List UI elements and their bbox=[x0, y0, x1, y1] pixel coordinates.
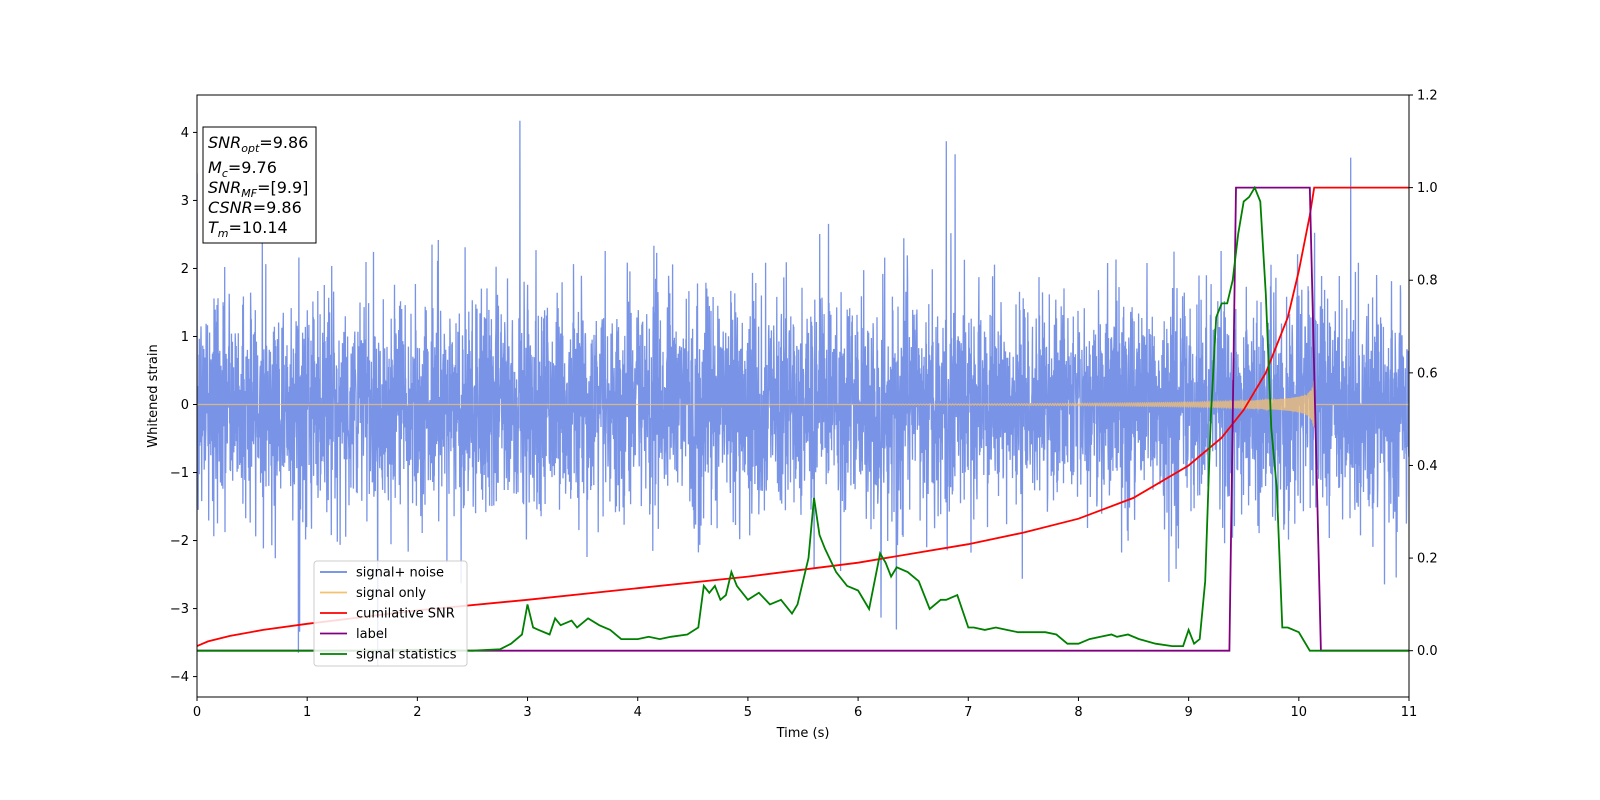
y-right-tick-label: 1.2 bbox=[1417, 89, 1438, 104]
legend-frame bbox=[313, 560, 468, 667]
y-left-tick-label: −3 bbox=[170, 602, 189, 617]
series-signal-noise bbox=[197, 120, 1409, 667]
y-axis-right: 0.0 0.2 0.4 0.6 0.8 1.0 1.2 bbox=[1409, 89, 1438, 659]
y-left-tick-label: 2 bbox=[181, 262, 189, 277]
plot-frame bbox=[196, 94, 1410, 698]
y-axis-label: Whitened strain bbox=[146, 344, 161, 447]
info-box: SNRopt=9.86 Mc=9.76SNRMF=[9.9]CSNR=9.86Tm… bbox=[202, 126, 317, 244]
info-box-frame bbox=[202, 126, 317, 244]
y-right-tick-label: 0.6 bbox=[1417, 366, 1438, 381]
info-line: CSNR=9.86 bbox=[208, 198, 302, 217]
plot-series bbox=[197, 120, 1409, 667]
x-tick-label: 10 bbox=[1291, 705, 1308, 720]
series-cumilative-snr bbox=[197, 186, 1409, 647]
legend-label: signal+ noise bbox=[356, 566, 444, 581]
y-right-tick-label: 1.0 bbox=[1417, 181, 1438, 196]
y-left-tick-label: −1 bbox=[170, 466, 189, 481]
x-tick-label: 5 bbox=[744, 705, 752, 720]
y-right-tick-label: 0.4 bbox=[1417, 459, 1438, 474]
y-right-tick-label: 0.8 bbox=[1417, 274, 1438, 289]
y-right-tick-label: 0.0 bbox=[1417, 644, 1438, 659]
x-tick-label: 1 bbox=[303, 705, 311, 720]
x-tick-label: 2 bbox=[413, 705, 421, 720]
x-tick-label: 3 bbox=[523, 705, 531, 720]
x-tick-label: 0 bbox=[193, 705, 201, 720]
info-line: SNRMF=[9.9] bbox=[208, 178, 308, 200]
y-left-tick-label: 1 bbox=[181, 330, 189, 345]
x-axis-label: Time (s) bbox=[776, 726, 830, 741]
legend-label: cumilative SNR bbox=[356, 607, 455, 622]
x-tick-label: 4 bbox=[634, 705, 642, 720]
legend-label: signal statistics bbox=[356, 648, 457, 663]
info-line: Tm=10.14 bbox=[208, 218, 288, 240]
y-left-tick-label: 0 bbox=[181, 398, 189, 413]
x-axis: 0 1 2 3 4 5 6 7 8 9 10 11 bbox=[193, 697, 1417, 720]
legend-label: signal only bbox=[356, 586, 426, 601]
x-tick-label: 11 bbox=[1401, 705, 1418, 720]
x-tick-label: 8 bbox=[1074, 705, 1082, 720]
y-left-tick-label: 3 bbox=[181, 194, 189, 209]
y-right-tick-label: 0.2 bbox=[1417, 552, 1438, 567]
y-left-tick-label: −4 bbox=[170, 670, 189, 685]
info-line: SNRopt=9.86 bbox=[208, 133, 308, 155]
series-signal-only bbox=[197, 380, 1409, 427]
info-line: Mc=9.76 bbox=[208, 158, 277, 180]
x-tick-label: 9 bbox=[1184, 705, 1192, 720]
legend-label: label bbox=[356, 627, 387, 642]
y-axis-left: −4 −3 −2 −1 0 1 2 3 4 bbox=[170, 126, 197, 685]
y-left-tick-label: 4 bbox=[181, 126, 189, 141]
legend: signal+ noise signal only cumilative SNR la… bbox=[313, 560, 468, 667]
y-left-tick-label: −2 bbox=[170, 534, 189, 549]
x-tick-label: 7 bbox=[964, 705, 972, 720]
series-signal-statistics bbox=[197, 185, 1409, 652]
x-tick-label: 6 bbox=[854, 705, 862, 720]
